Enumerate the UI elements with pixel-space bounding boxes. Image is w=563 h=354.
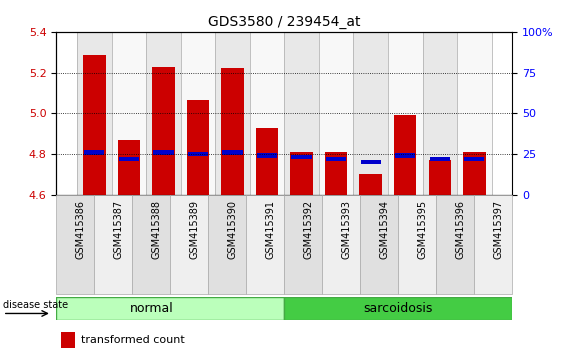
Bar <box>354 32 388 195</box>
Bar <box>360 160 381 164</box>
Bar <box>464 156 484 161</box>
Bar <box>118 140 140 195</box>
Bar <box>221 69 244 195</box>
Text: GSM415391: GSM415391 <box>265 200 275 259</box>
Text: GSM415393: GSM415393 <box>341 200 351 259</box>
Bar <box>292 155 312 160</box>
Bar <box>284 297 512 320</box>
Bar <box>56 195 95 294</box>
Text: sarcoidosis: sarcoidosis <box>364 302 433 315</box>
Bar <box>95 195 132 294</box>
Text: GSM415387: GSM415387 <box>113 200 123 259</box>
Bar <box>111 32 146 195</box>
Bar <box>222 150 243 155</box>
Bar <box>77 32 111 195</box>
Bar <box>360 195 398 294</box>
Bar <box>84 150 104 155</box>
Bar <box>291 152 313 195</box>
Bar <box>215 32 250 195</box>
Bar <box>256 127 278 195</box>
Bar <box>171 195 208 294</box>
Text: disease state: disease state <box>3 301 68 310</box>
Text: GSM415395: GSM415395 <box>417 200 427 259</box>
Bar <box>187 100 209 195</box>
Bar <box>422 32 457 195</box>
Title: GDS3580 / 239454_at: GDS3580 / 239454_at <box>208 16 360 29</box>
Bar <box>430 156 450 161</box>
Bar <box>395 153 415 158</box>
Bar <box>399 195 436 294</box>
Text: GSM415394: GSM415394 <box>379 200 390 259</box>
Bar <box>83 55 105 195</box>
Bar <box>132 195 171 294</box>
Bar <box>153 150 173 155</box>
Bar <box>394 115 417 195</box>
Bar <box>322 195 360 294</box>
Text: GSM415397: GSM415397 <box>493 200 503 259</box>
Bar <box>119 156 139 161</box>
Bar <box>428 160 451 195</box>
Bar <box>56 297 284 320</box>
Bar <box>250 32 284 195</box>
Bar <box>146 32 181 195</box>
Bar <box>359 175 382 195</box>
Text: GSM415388: GSM415388 <box>151 200 162 259</box>
Bar <box>463 152 485 195</box>
Text: GSM415392: GSM415392 <box>303 200 314 259</box>
Bar <box>208 195 247 294</box>
Text: GSM415386: GSM415386 <box>75 200 86 259</box>
Text: GSM415396: GSM415396 <box>455 200 466 259</box>
Bar <box>457 32 491 195</box>
Bar <box>188 152 208 156</box>
Text: GSM415390: GSM415390 <box>227 200 238 259</box>
Bar <box>436 195 474 294</box>
Bar <box>257 153 277 158</box>
Bar <box>325 152 347 195</box>
Bar <box>152 68 175 195</box>
Bar <box>284 32 319 195</box>
Bar <box>388 32 422 195</box>
Bar <box>474 195 512 294</box>
Bar <box>326 156 346 161</box>
Bar <box>247 195 284 294</box>
Bar <box>61 332 74 348</box>
Bar <box>319 32 354 195</box>
Text: transformed count: transformed count <box>82 335 185 346</box>
Text: normal: normal <box>129 302 173 315</box>
Bar <box>181 32 215 195</box>
Text: GSM415389: GSM415389 <box>189 200 199 259</box>
Bar <box>284 195 322 294</box>
